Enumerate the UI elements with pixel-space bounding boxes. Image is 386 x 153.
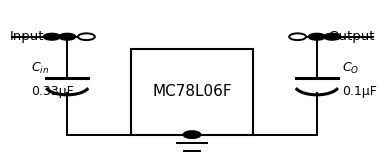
Text: $C_{in}$: $C_{in}$ (31, 61, 49, 76)
Circle shape (59, 33, 76, 40)
FancyBboxPatch shape (130, 49, 254, 135)
Circle shape (289, 33, 306, 40)
Text: MC78L06F: MC78L06F (152, 84, 232, 99)
Text: $C_O$: $C_O$ (342, 61, 359, 76)
Text: Input: Input (10, 30, 44, 43)
Circle shape (78, 33, 95, 40)
Circle shape (184, 131, 200, 138)
Circle shape (184, 131, 200, 138)
Text: 0.1μF: 0.1μF (342, 85, 377, 98)
Circle shape (324, 33, 340, 40)
Text: 0.33μF: 0.33μF (31, 85, 73, 98)
Circle shape (308, 33, 325, 40)
Text: Output: Output (328, 30, 374, 43)
Circle shape (43, 33, 60, 40)
